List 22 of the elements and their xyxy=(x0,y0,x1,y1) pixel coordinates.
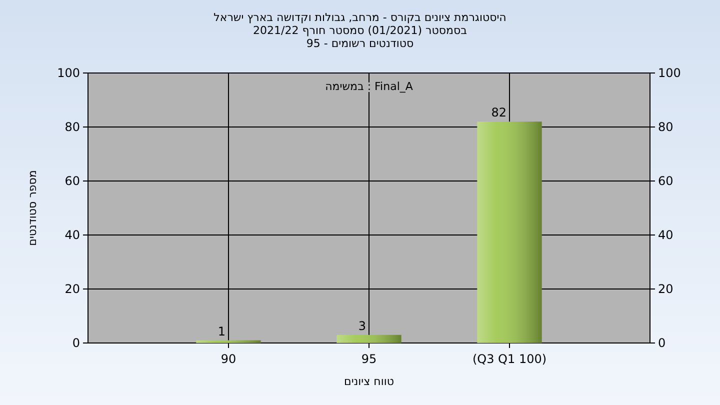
chart-title: היסטוגרמת ציונים בקורס - מרחב, גבולות וקדושה בארץ ישראל xyxy=(214,11,506,24)
data-label: 1 xyxy=(218,324,226,338)
x-tick-label: 95 xyxy=(361,352,377,366)
x-axis-title: טווח ציונים xyxy=(344,375,394,388)
y-tick-label: 20 xyxy=(64,282,80,296)
data-label: 3 xyxy=(358,318,366,333)
y-tick-label: 80 xyxy=(64,120,80,134)
y2-tick-label: 40 xyxy=(658,228,674,242)
y-tick-label: 0 xyxy=(72,336,80,350)
data-label: 82 xyxy=(491,106,506,120)
y2-tick-label: 100 xyxy=(658,66,681,80)
chart-subtitle: בסמסטר (01/2021) סמסטר חורף 2021/22 סטודנטים רשומים - 95 xyxy=(253,24,467,50)
y2-tick-label: 20 xyxy=(658,282,674,296)
y2-tick-label: 0 xyxy=(658,336,666,350)
y-tick-label: 100 xyxy=(57,66,80,80)
y2-tick-label: 60 xyxy=(658,174,674,188)
x-tick-label: 90 xyxy=(220,352,236,366)
y2-tick-label: 80 xyxy=(658,120,674,134)
x-tick-label: (Q3 Q1 100) xyxy=(472,352,547,366)
y-tick-label: 60 xyxy=(64,174,80,188)
y-tick-label: 40 xyxy=(64,228,80,242)
y-axis-title: מספר סטודנטים xyxy=(26,170,39,246)
